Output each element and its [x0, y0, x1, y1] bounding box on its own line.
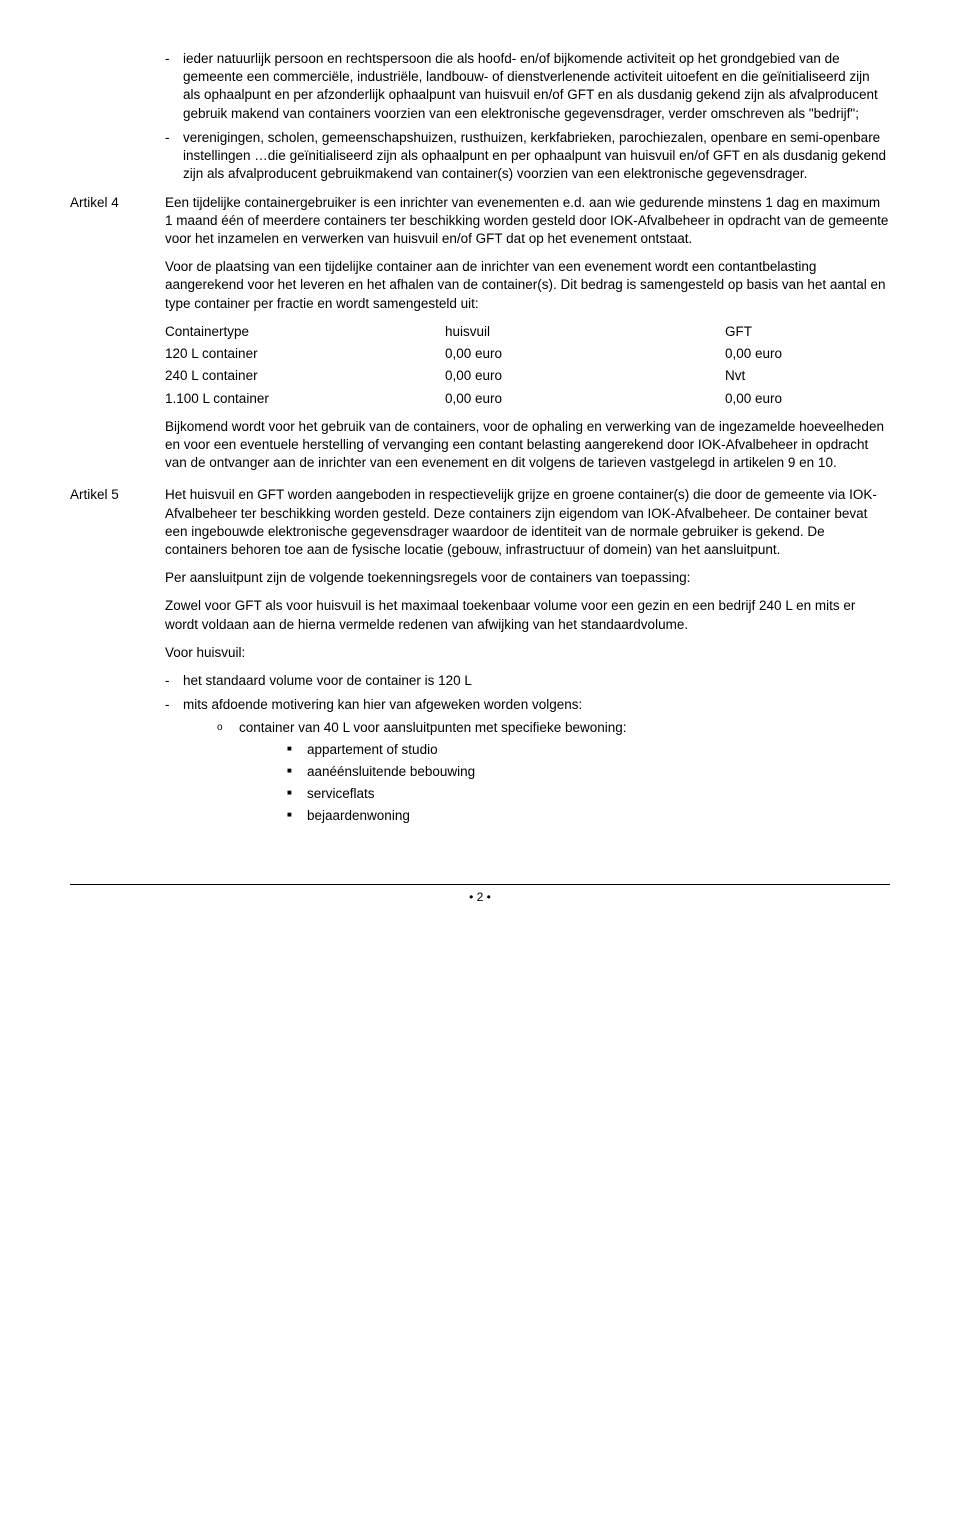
square-bullet: ■ [287, 741, 307, 759]
article-5-body: Het huisvuil en GFT worden aangeboden in… [165, 486, 890, 843]
list-item-text: ieder natuurlijk persoon en rechtspersoo… [183, 50, 890, 123]
article-4-label: Artikel 4 [70, 194, 165, 483]
table-row: 120 L container 0,00 euro 0,00 euro [165, 345, 890, 363]
table-row: 240 L container 0,00 euro Nvt [165, 367, 890, 385]
table-row: 1.100 L container 0,00 euro 0,00 euro [165, 390, 890, 408]
table-cell: 0,00 euro [725, 345, 890, 363]
table-header-cell: huisvuil [445, 323, 725, 341]
list-item-text: serviceflats [307, 785, 890, 803]
article-4-p3: Bijkomend wordt voor het gebruik van de … [165, 418, 890, 473]
table-cell: 120 L container [165, 345, 445, 363]
table-cell: 240 L container [165, 367, 445, 385]
table-cell: 0,00 euro [445, 367, 725, 385]
sub-list-square: ■ appartement of studio ■ aanéénsluitend… [287, 741, 890, 826]
square-bullet: ■ [287, 807, 307, 825]
list-item-text: verenigingen, scholen, gemeenschapshuize… [183, 129, 890, 184]
table-cell: 0,00 euro [445, 390, 725, 408]
list-item-text: bejaardenwoning [307, 807, 890, 825]
table-cell: 0,00 euro [725, 390, 890, 408]
article-4-p2: Voor de plaatsing van een tijdelijke con… [165, 258, 890, 313]
container-price-table: Containertype huisvuil GFT 120 L contain… [165, 323, 890, 408]
dash-bullet: - [165, 50, 183, 123]
article-5-p2: Per aansluitpunt zijn de volgende toeken… [165, 569, 890, 587]
list-item-text: mits afdoende motivering kan hier van af… [183, 697, 582, 712]
list-item-text: appartement of studio [307, 741, 890, 759]
list-item-wrapper: mits afdoende motivering kan hier van af… [183, 696, 890, 833]
page-footer: • 2 • [70, 884, 890, 905]
table-header-cell: GFT [725, 323, 890, 341]
square-bullet: ■ [287, 763, 307, 781]
article-5-label: Artikel 5 [70, 486, 165, 843]
page-number: • 2 • [469, 890, 491, 904]
table-cell: 0,00 euro [445, 345, 725, 363]
article-4-row: Artikel 4 Een tijdelijke containergebrui… [70, 194, 890, 483]
article-4-body: Een tijdelijke containergebruiker is een… [165, 194, 890, 483]
square-bullet: ■ [287, 785, 307, 803]
article-4-p1: Een tijdelijke containergebruiker is een… [165, 194, 890, 249]
table-cell: 1.100 L container [165, 390, 445, 408]
list-item-text: aanéénsluitende bebouwing [307, 763, 890, 781]
article-5-p3: Zowel voor GFT als voor huisvuil is het … [165, 597, 890, 633]
article-5-row: Artikel 5 Het huisvuil en GFT worden aan… [70, 486, 890, 843]
huisvuil-list: - het standaard volume voor de container… [165, 672, 890, 834]
table-header-row: Containertype huisvuil GFT [165, 323, 890, 341]
dash-bullet: - [165, 672, 183, 690]
pre-article-list: - ieder natuurlijk persoon en rechtspers… [165, 50, 890, 184]
dash-bullet: - [165, 696, 183, 833]
table-cell: Nvt [725, 367, 890, 385]
dash-bullet: - [165, 129, 183, 184]
article-5-p1: Het huisvuil en GFT worden aangeboden in… [165, 486, 890, 559]
list-item-text: het standaard volume voor de container i… [183, 672, 890, 690]
sub-item-wrapper: container van 40 L voor aansluitpunten m… [239, 719, 890, 830]
article-5-p4: Voor huisvuil: [165, 644, 890, 662]
circle-bullet: o [217, 719, 239, 830]
list-item-text: container van 40 L voor aansluitpunten m… [239, 720, 627, 735]
sub-list-circle: o container van 40 L voor aansluitpunten… [217, 719, 890, 830]
table-header-cell: Containertype [165, 323, 445, 341]
